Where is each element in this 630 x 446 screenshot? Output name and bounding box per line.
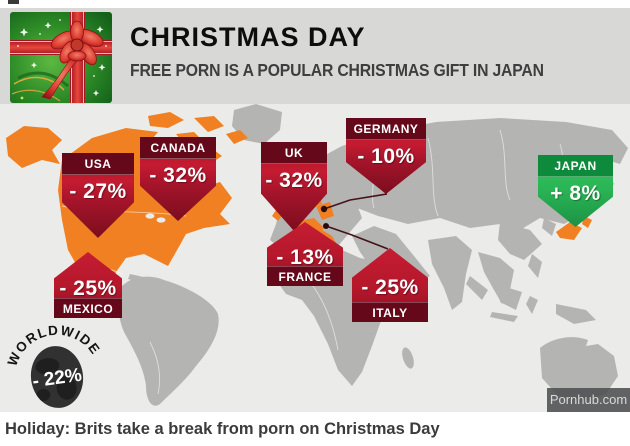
sumatra xyxy=(466,276,488,300)
pin-country-label: GERMANY xyxy=(346,118,426,140)
india xyxy=(428,236,472,310)
pin-value: - 13% xyxy=(276,246,334,270)
pin-country-label: UK xyxy=(261,142,327,164)
leader-lines xyxy=(323,193,389,250)
watermark-pornhub: Pornhub.com xyxy=(547,388,630,412)
madagascar xyxy=(402,347,414,369)
greenland xyxy=(232,104,282,144)
top-edge-mark xyxy=(8,0,19,4)
caption-bar: Holiday: Brits take a break from porn on… xyxy=(0,412,630,446)
germany-map-dot xyxy=(320,205,328,213)
pin-value: - 32% xyxy=(149,164,207,187)
italy-leader-line xyxy=(325,225,389,250)
borneo xyxy=(500,286,522,310)
page-subtitle: FREE PORN IS A POPULAR CHRISTMAS GIFT IN… xyxy=(130,60,544,80)
pin-value: - 27% xyxy=(69,180,127,203)
cuba xyxy=(128,274,148,283)
pin-country-label: JAPAN xyxy=(538,155,613,177)
pin-value: - 10% xyxy=(357,145,415,168)
great-lake-2 xyxy=(156,217,166,223)
china-coast xyxy=(498,222,542,260)
south-america xyxy=(118,276,219,406)
alaska xyxy=(6,126,62,168)
pin-country-label: CANADA xyxy=(140,137,216,159)
java xyxy=(490,312,518,322)
worldwide-badge: - 22% WORLDWIDE xyxy=(5,316,104,408)
pin-country-label: ITALY xyxy=(352,302,428,322)
pin-country-label: MEXICO xyxy=(54,298,122,318)
pin-value: + 8% xyxy=(550,182,601,205)
page-title: CHRISTMAS DAY xyxy=(130,22,366,52)
philippines xyxy=(528,254,542,278)
germany-leader-line xyxy=(323,193,388,210)
great-lake-1 xyxy=(145,213,155,219)
new-guinea xyxy=(556,304,596,324)
sulawesi xyxy=(526,296,538,314)
pin-country-label: USA xyxy=(62,153,134,175)
caption: Holiday: Brits take a break from porn on… xyxy=(5,420,440,438)
header: CHRISTMAS DAY FREE PORN IS A POPULAR CHR… xyxy=(0,8,630,104)
japan xyxy=(556,216,592,240)
pin-value: - 25% xyxy=(59,277,117,301)
italy-map-dot xyxy=(323,223,329,229)
map-panel: USA - 27% CANADA - 32% UK - 32% GERMANY … xyxy=(0,104,630,412)
christmas-gift-icon xyxy=(10,12,112,103)
korea xyxy=(542,218,556,236)
pin-country-label: FRANCE xyxy=(267,266,343,286)
australia xyxy=(540,337,618,402)
arctic-islands xyxy=(148,112,248,144)
pin-value: - 32% xyxy=(265,169,323,192)
pin-value: - 25% xyxy=(361,276,419,300)
